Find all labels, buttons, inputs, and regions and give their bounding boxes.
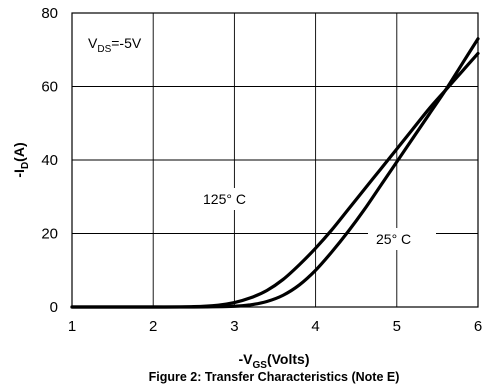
- x-tick-label: 1: [68, 318, 76, 335]
- series-label-bg-125c: [195, 188, 267, 210]
- series-line-25c: [70, 37, 480, 309]
- y-tick-label: 40: [41, 152, 58, 169]
- x-tick-label: 4: [311, 318, 319, 335]
- grid-lines: [72, 13, 478, 307]
- x-tick-label: 3: [230, 318, 238, 335]
- x-tick-label: 5: [393, 318, 401, 335]
- y-tick-label: 60: [41, 79, 58, 96]
- plot-frame: [71, 12, 479, 308]
- y-axis-label: -ID(A): [11, 142, 31, 177]
- series-label-125c: 125° C: [203, 191, 246, 207]
- x-tick-label: 6: [474, 318, 482, 335]
- x-axis-label: -VGS(Volts): [239, 351, 310, 371]
- series-label-25c: 25° C: [376, 231, 411, 247]
- y-tick-label: 20: [41, 226, 58, 243]
- figure-caption: Figure 2: Transfer Characteristics (Note…: [149, 370, 400, 384]
- y-tick-label: 80: [41, 5, 58, 22]
- curves: [70, 37, 480, 309]
- series-label-bg-25c: [368, 228, 436, 250]
- series-line-125c: [70, 51, 480, 309]
- x-tick-label: 2: [149, 318, 157, 335]
- y-tick-label: 0: [50, 299, 58, 316]
- condition-label: VDS=-5V: [88, 35, 142, 55]
